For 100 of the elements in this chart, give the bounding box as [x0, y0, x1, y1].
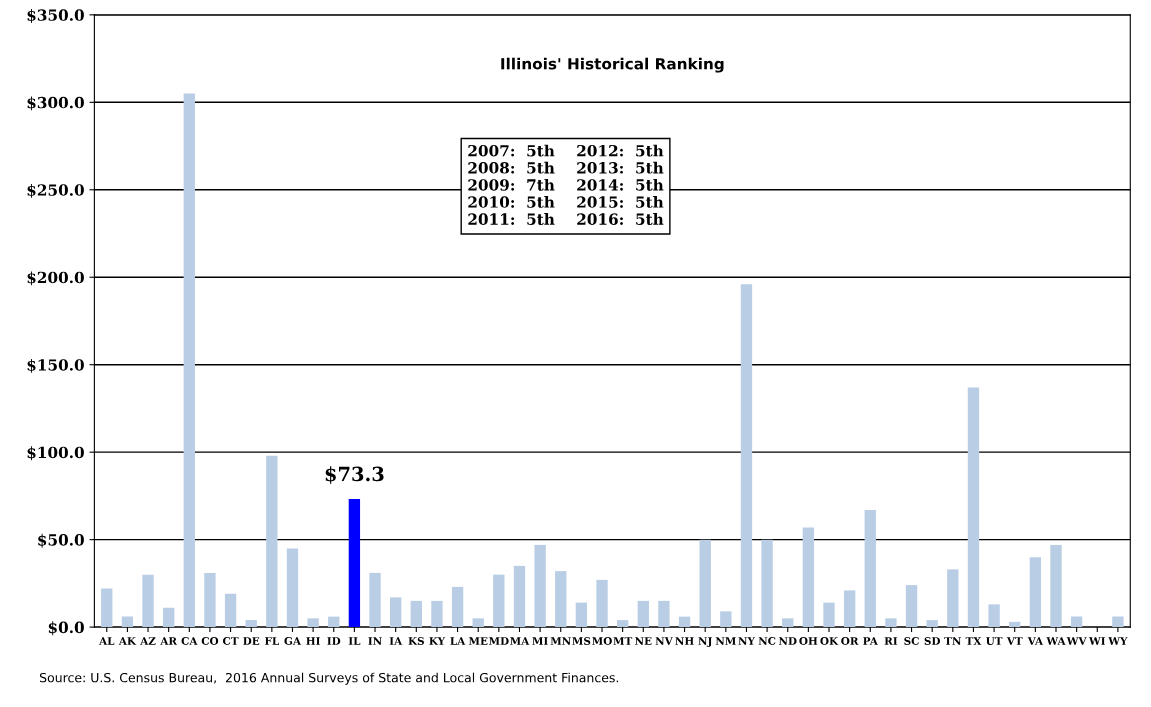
y-tick-label: $350.0	[27, 9, 84, 23]
x-tick-label: AZ	[140, 637, 156, 645]
bar	[658, 600, 670, 628]
bar	[802, 527, 815, 628]
x-tick-label: TX	[965, 637, 982, 645]
x-tick-label: DE	[243, 637, 260, 645]
y-tick-label: $50.0	[38, 533, 84, 548]
source-note: Source: U.S. Census Bureau, 2016 Annual Surveys of State and Local Government Finances.	[39, 672, 619, 685]
annotation: $73.3	[325, 466, 384, 484]
bar	[307, 618, 319, 628]
x-tick-label: PA	[863, 637, 878, 645]
bar	[699, 539, 711, 628]
x-tick-label: MN	[550, 637, 571, 645]
bar	[1009, 621, 1021, 628]
y-tick-label: $150.0	[27, 358, 84, 373]
x-tick-label: MD	[488, 637, 509, 645]
bar	[369, 572, 381, 628]
bar	[410, 600, 422, 628]
y-tick-label: $300.0	[27, 96, 84, 111]
bar	[142, 574, 154, 628]
bar	[121, 616, 134, 628]
bar	[823, 602, 835, 628]
annotation: 2007: 5th 2012: 5th 2008: 5th 2013: 5th 2009: 7th 2014: 5th 2010: 5th 2015: 5th 2011: 5th 2016: 5th	[468, 144, 664, 225]
x-tick-label: IN	[368, 637, 382, 645]
bar	[162, 607, 175, 628]
x-tick-label: MT	[613, 637, 633, 645]
x-tick-label: OH	[799, 637, 818, 645]
bar	[266, 455, 278, 628]
bar	[1050, 544, 1062, 628]
bar	[905, 585, 918, 628]
x-tick-label: AL	[98, 637, 115, 645]
bar	[245, 620, 257, 628]
y-tick-label: $100.0	[27, 446, 84, 461]
y-tick-label: $200.0	[27, 271, 84, 286]
bar	[761, 539, 773, 628]
x-tick-label: CO	[201, 637, 219, 645]
bar	[782, 618, 794, 628]
x-tick-label: NC	[758, 637, 776, 645]
x-tick-label: SC	[904, 637, 919, 645]
x-tick-label: TN	[944, 637, 962, 645]
x-tick-label: HI	[306, 637, 320, 645]
x-tick-label: NH	[675, 637, 694, 645]
bar	[348, 498, 361, 628]
bar	[843, 590, 856, 628]
x-tick-label: WV	[1066, 637, 1087, 645]
x-tick-label: ND	[778, 637, 797, 645]
x-tick-label: NM	[715, 637, 736, 645]
bar	[328, 616, 340, 628]
x-tick-label: WI	[1088, 637, 1106, 645]
x-tick-label: WY	[1108, 637, 1128, 645]
bar	[678, 616, 691, 628]
x-tick-label: UT	[986, 637, 1003, 645]
bar	[596, 579, 608, 628]
bar	[637, 600, 649, 628]
x-tick-label: RI	[884, 637, 898, 645]
bar	[1029, 557, 1042, 628]
bar	[472, 618, 484, 628]
x-tick-label: CT	[222, 637, 239, 645]
bar	[101, 588, 113, 628]
bar	[451, 586, 464, 628]
x-tick-label: FL	[264, 637, 279, 645]
bar	[493, 574, 505, 628]
bar	[885, 618, 897, 628]
y-tick-label: $250.0	[27, 183, 84, 198]
x-tick-label: SD	[924, 637, 941, 645]
y-tick-label: $0.0	[48, 621, 84, 636]
bar	[947, 569, 959, 628]
x-tick-label: LA	[450, 637, 466, 645]
bar	[575, 602, 588, 628]
x-tick-label: MO	[592, 637, 612, 645]
bar	[286, 548, 299, 628]
x-tick-label: GA	[284, 637, 302, 645]
bar	[431, 600, 443, 628]
x-tick-label: ME	[468, 637, 488, 645]
bar	[204, 572, 216, 628]
bar	[967, 387, 980, 628]
x-tick-label: NY	[738, 637, 756, 645]
bar	[183, 93, 195, 628]
bar	[534, 544, 546, 628]
x-tick-label: VA	[1027, 637, 1044, 645]
bar	[720, 611, 732, 628]
x-tick-label: IL	[348, 637, 361, 645]
x-tick-label: NE	[635, 637, 652, 645]
x-tick-label: NV	[655, 637, 673, 645]
x-tick-label: VT	[1006, 637, 1023, 645]
bar	[740, 284, 753, 628]
x-tick-label: AK	[118, 637, 137, 645]
bar	[864, 509, 876, 628]
bar	[389, 597, 402, 628]
x-tick-label: OR	[841, 637, 859, 645]
bar	[1070, 616, 1083, 628]
bar	[616, 620, 629, 628]
bar	[555, 571, 567, 628]
x-tick-label: NJ	[698, 637, 713, 647]
x-tick-label: MA	[510, 637, 530, 645]
bar	[988, 604, 1000, 628]
x-tick-label: AR	[160, 637, 178, 645]
bar	[1112, 616, 1124, 628]
x-tick-label: MI	[532, 637, 548, 645]
x-tick-label: IA	[389, 637, 403, 645]
